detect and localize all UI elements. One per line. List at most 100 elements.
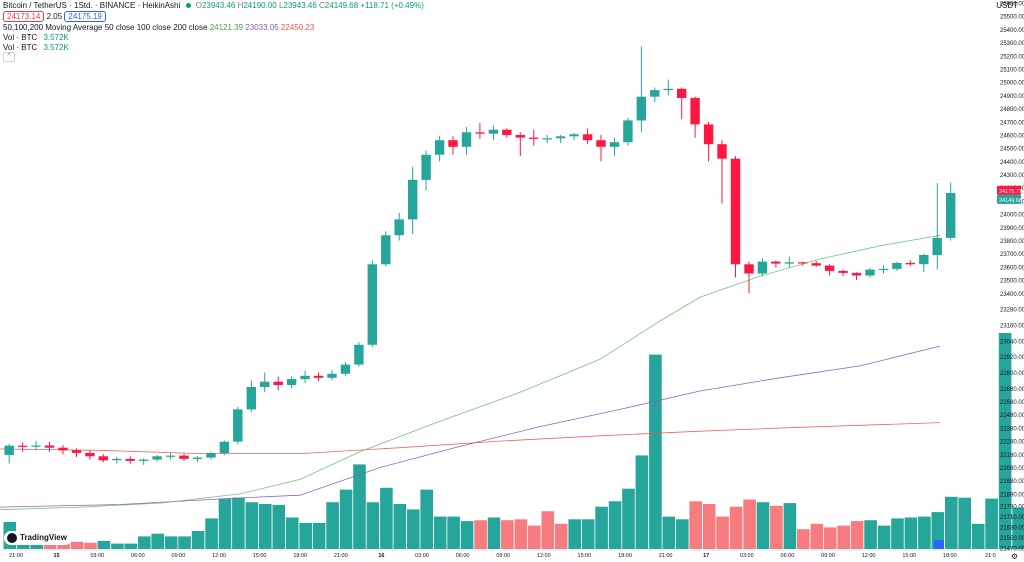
volume-bar (326, 502, 339, 549)
ma200-line (0, 422, 941, 454)
tradingview-logo[interactable]: TradingView (4, 531, 72, 545)
buy-price-button[interactable]: 24175.19 (64, 11, 106, 22)
candle-body (690, 98, 700, 125)
candle-body (85, 453, 95, 457)
volume-bar (918, 516, 931, 549)
volume-bar (689, 501, 702, 549)
price-tick-label: 22920.00 (1000, 355, 1024, 361)
moving-average-legend[interactable]: 50,100,200 Moving Average 50 close 100 c… (3, 23, 314, 33)
sell-price-button[interactable]: 24173.14 (3, 11, 45, 22)
tradingview-logo-icon (7, 533, 17, 543)
volume-bar (541, 511, 555, 549)
candle-body (717, 144, 727, 159)
candle-body (582, 134, 593, 141)
volume-bar (393, 504, 407, 549)
volume-bar (837, 525, 850, 549)
volume-bar (501, 520, 514, 549)
time-tick-label: 06:00 (131, 553, 145, 559)
volume-bar (608, 501, 622, 549)
candle-body (340, 364, 351, 374)
price-tick-label: 23700.00 (1000, 252, 1024, 258)
ma50-value: 24121.39 (209, 23, 244, 32)
time-tick-label: 12:00 (862, 553, 876, 559)
scroll-to-latest-button[interactable] (934, 540, 944, 549)
candle-body (17, 445, 28, 447)
candle-body (313, 375, 324, 378)
candle-body (529, 137, 539, 139)
volume-bar (945, 496, 958, 549)
last-price-badge (997, 185, 1021, 195)
time-tick-label: 03:00 (740, 553, 754, 559)
candle-body (139, 459, 149, 461)
candle-body (932, 237, 942, 256)
time-tick-label: 15 (54, 553, 60, 559)
settings-gear-icon[interactable]: ⚙ (1010, 552, 1018, 561)
volume-bar (931, 512, 945, 549)
spread-value: 2.05 (46, 12, 63, 21)
volume-bar (783, 503, 797, 549)
ma100-value: 23033.05 (245, 23, 279, 32)
collapse-legend-button[interactable]: ^ (3, 52, 15, 62)
ma-label: 50,100,200 Moving Average 50 close 100 c… (3, 23, 208, 32)
price-tick-label: 24700.00 (1000, 120, 1024, 126)
volume-bar (178, 536, 191, 549)
volume-bar (487, 517, 501, 549)
market-status-icon (186, 3, 192, 9)
candle-body (286, 379, 297, 385)
candle-body (730, 158, 741, 265)
ma200-value: 22450.23 (280, 23, 315, 32)
volume-bar (433, 516, 447, 549)
price-tick-label: 24900.00 (1000, 94, 1024, 100)
price-tick-label: 21790.00 (1000, 504, 1024, 510)
candle-body (260, 381, 270, 387)
time-tick-label: 12:00 (212, 553, 226, 559)
volume-bar (662, 516, 676, 549)
time-tick-label: 16 (378, 553, 384, 559)
time-tick-label: 09:00 (172, 553, 186, 559)
volume-bar (1012, 507, 1024, 549)
volume-bar (97, 540, 111, 549)
candle-body (125, 458, 135, 461)
volume-bar (864, 520, 877, 549)
volume-bar (124, 543, 138, 549)
volume-bar (702, 504, 716, 549)
time-tick-label: 18:00 (618, 553, 632, 559)
candle-body (219, 441, 230, 453)
bid-ask-row: 24173.14 2.05 24175.19 (3, 11, 106, 22)
volume-bar (904, 517, 918, 549)
price-tick-label: 23400.00 (1000, 292, 1024, 298)
candle-body (112, 458, 122, 461)
volume-bar (245, 502, 259, 549)
candle-body (408, 179, 418, 220)
volume-legend-2[interactable]: Vol · BTC 3.572K (3, 43, 69, 53)
volume-bar (272, 504, 286, 549)
volume-bar (729, 506, 743, 549)
price-tick-label: 25000.00 (1000, 81, 1024, 87)
time-tick-label: 21:00 (659, 553, 673, 559)
price-tick-label: 25500.00 (1000, 15, 1024, 21)
volume-bar (716, 516, 729, 549)
candle-body (542, 138, 552, 140)
symbol-title[interactable]: Bitcoin / TetherUS · 1Std. · BINANCE · H… (3, 1, 181, 10)
change-value: +118.71 (+0.49%) (360, 1, 424, 10)
volume-bar (958, 497, 971, 549)
time-tick-label: 09:00 (821, 553, 835, 559)
volume-legend-1[interactable]: Vol · BTC 3.572K (3, 33, 69, 43)
volume-bar (407, 509, 420, 549)
price-tick-label: 21470.00 (1000, 547, 1024, 553)
volume-bar (420, 489, 433, 549)
time-tick-label: 12:00 (537, 553, 551, 559)
price-tick-label: 25400.00 (1000, 28, 1024, 34)
candle-body (273, 381, 283, 385)
volume-bar (111, 543, 124, 549)
candle-body (44, 445, 55, 448)
price-tick-label: 24800.00 (1000, 107, 1024, 113)
currency-label[interactable]: USDT (996, 1, 1018, 10)
candle-body (851, 272, 862, 276)
candle-body (502, 129, 512, 135)
volume-bar (676, 519, 689, 549)
high-value: 24190.00 (243, 1, 277, 10)
volume-bar (205, 518, 218, 549)
volume-bar (743, 499, 756, 549)
